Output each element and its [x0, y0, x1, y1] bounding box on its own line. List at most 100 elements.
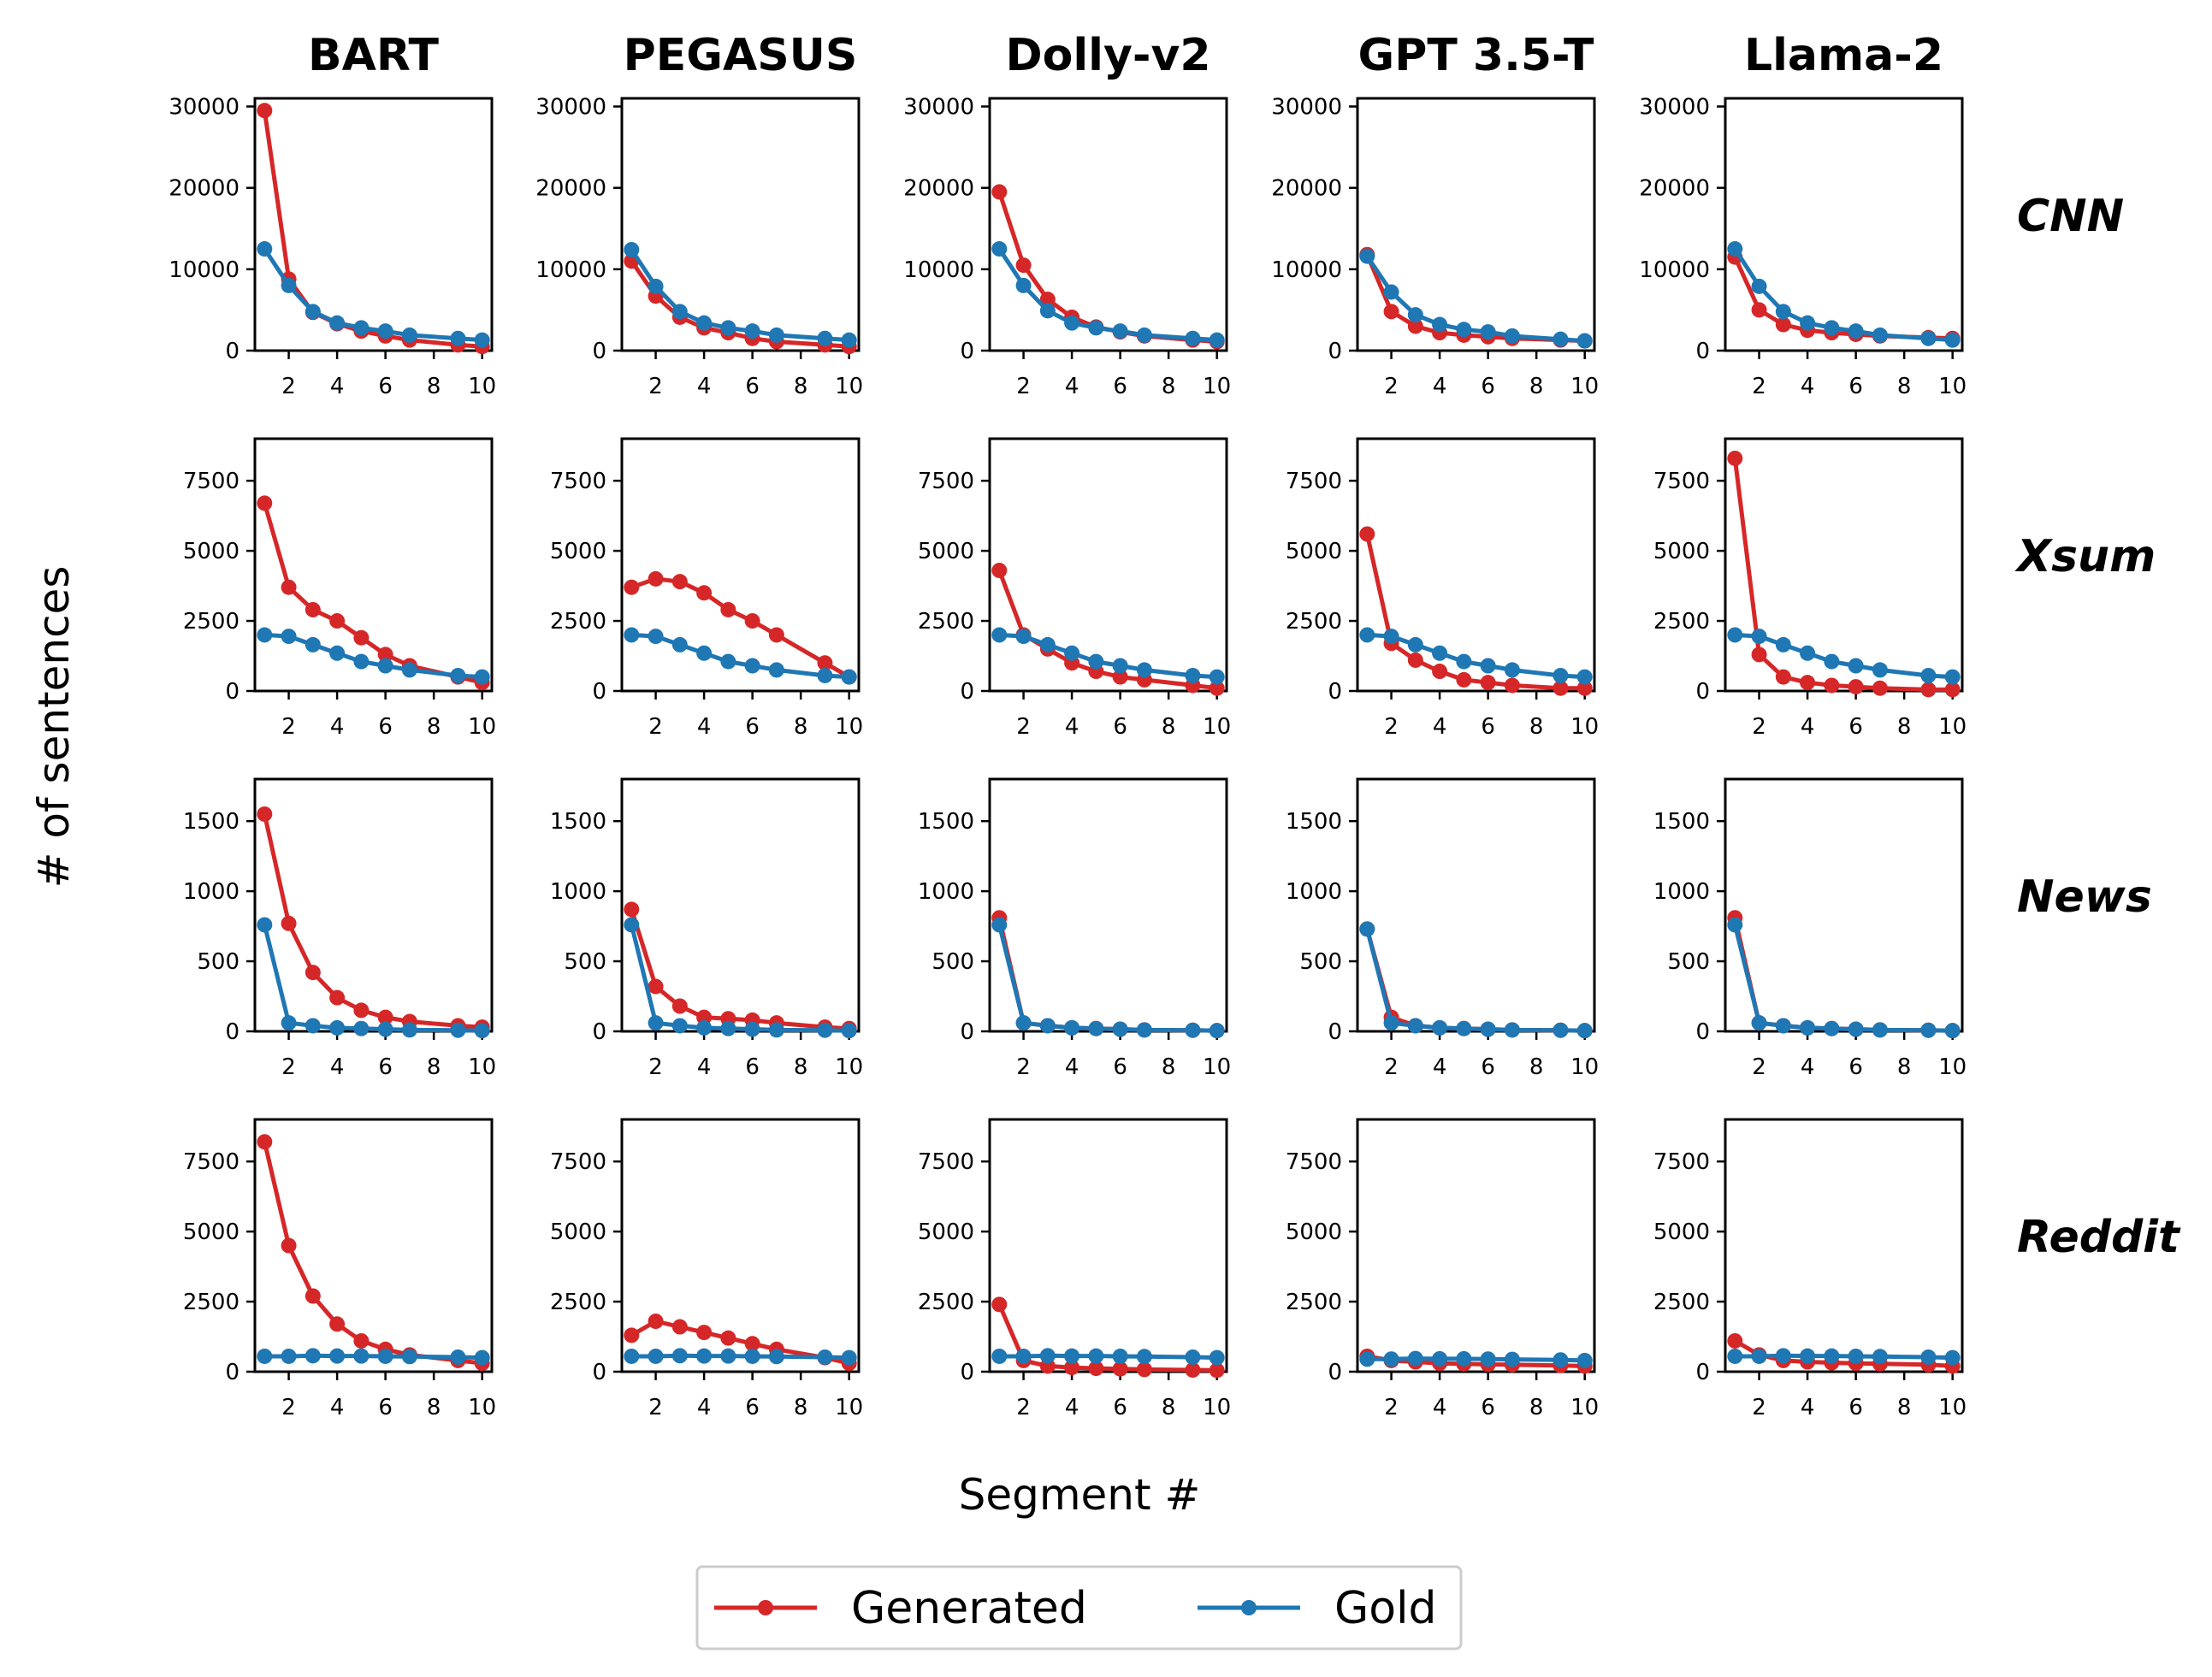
- y-tick-label: 1500: [1653, 809, 1710, 835]
- x-tick-label: 8: [1162, 1395, 1176, 1420]
- x-tick-label: 2: [1016, 374, 1031, 399]
- gold-point: [1209, 1023, 1225, 1039]
- gold-point: [768, 327, 784, 343]
- gold-point: [1064, 1348, 1080, 1364]
- x-tick-label: 6: [1113, 374, 1127, 399]
- generated-point: [329, 613, 346, 629]
- generated-point: [1824, 677, 1840, 694]
- generated-point: [1727, 1332, 1743, 1349]
- y-tick-label: 0: [225, 1360, 240, 1385]
- y-tick-label: 0: [1695, 679, 1710, 705]
- gold-point: [1553, 1022, 1569, 1038]
- x-tick-label: 6: [1481, 1054, 1495, 1080]
- gold-point: [1064, 1019, 1080, 1036]
- gold-point: [1824, 653, 1840, 670]
- y-tick-label: 20000: [903, 176, 974, 202]
- gold-point: [1359, 627, 1375, 643]
- gold-point: [1209, 1349, 1225, 1366]
- generated-point: [671, 574, 688, 590]
- gold-point: [1359, 921, 1375, 937]
- gold-point: [1576, 1023, 1593, 1039]
- gold-point: [1359, 248, 1375, 264]
- gold-point: [1185, 1022, 1201, 1038]
- gold-series-line: [264, 1353, 482, 1361]
- gold-point: [671, 304, 688, 320]
- gold-point: [1800, 315, 1816, 331]
- x-tick-label: 8: [794, 1395, 808, 1420]
- legend-gold-label: Gold: [1334, 1583, 1437, 1634]
- gold-point: [768, 662, 784, 678]
- generated-point: [624, 579, 640, 595]
- generated-point: [1800, 675, 1816, 691]
- gold-point: [1039, 303, 1056, 319]
- gold-point: [744, 1021, 760, 1037]
- x-tick-label: 2: [1384, 1054, 1399, 1080]
- x-tick-label: 10: [468, 714, 496, 740]
- y-tick-label: 0: [1328, 1019, 1342, 1045]
- gold-point: [1480, 324, 1496, 340]
- gold-point: [1136, 1022, 1152, 1038]
- gold-point: [281, 629, 297, 645]
- y-tick-label: 1000: [1286, 879, 1342, 905]
- row-title: Xsum: [2014, 531, 2156, 582]
- gold-point: [1504, 328, 1520, 344]
- gold-point: [1136, 1349, 1152, 1365]
- gold-point: [1751, 1348, 1767, 1364]
- gold-point: [720, 653, 736, 670]
- y-tick-label: 0: [592, 679, 606, 705]
- y-tick-label: 5000: [550, 539, 606, 564]
- gold-point: [1456, 653, 1472, 670]
- generated-point: [305, 965, 321, 981]
- generated-point: [1480, 675, 1496, 691]
- x-tick-label: 4: [1801, 1054, 1815, 1080]
- x-tick-label: 10: [1938, 374, 1967, 399]
- gold-point: [841, 1023, 857, 1039]
- x-tick-label: 4: [1433, 1395, 1447, 1420]
- gold-point: [1504, 662, 1520, 678]
- x-tick-label: 10: [1570, 374, 1599, 399]
- generated-point: [1848, 679, 1864, 695]
- gold-point: [720, 1020, 736, 1036]
- generated-point: [353, 1002, 370, 1019]
- gold-point: [1920, 667, 1937, 683]
- generated-point: [744, 613, 760, 629]
- gold-point: [353, 1020, 370, 1036]
- x-tick-label: 8: [1897, 714, 1912, 740]
- y-tick-label: 0: [960, 1019, 974, 1045]
- panel-frame: [1356, 777, 1596, 1033]
- gold-point: [696, 1019, 713, 1036]
- x-tick-label: 4: [1801, 714, 1815, 740]
- x-tick-label: 4: [1433, 1054, 1447, 1080]
- y-tick-label: 2500: [918, 1290, 974, 1315]
- x-tick-label: 4: [1065, 374, 1079, 399]
- column-title: Llama-2: [1744, 30, 1943, 81]
- gold-point: [648, 278, 664, 294]
- x-tick-label: 2: [1384, 1395, 1399, 1420]
- generated-point: [991, 1296, 1008, 1313]
- gold-point: [1504, 1351, 1520, 1367]
- gold-point: [1359, 1351, 1375, 1367]
- generated-point: [257, 1134, 273, 1150]
- panel: 0 10000 20000 30000 2 4 6 8 10: [535, 95, 863, 399]
- y-tick-label: 10000: [1271, 257, 1342, 283]
- generated-point: [1872, 680, 1888, 696]
- y-tick-label: 2500: [1653, 609, 1710, 635]
- x-tick-label: 8: [794, 714, 808, 740]
- gold-point: [624, 242, 640, 257]
- x-tick-label: 10: [1570, 1054, 1599, 1080]
- gold-series-line: [1735, 1353, 1953, 1361]
- gold-point: [1480, 1021, 1496, 1037]
- gold-point: [474, 332, 490, 348]
- gold-point: [1383, 629, 1399, 645]
- generated-point: [257, 806, 273, 822]
- x-tick-label: 6: [378, 1054, 393, 1080]
- x-tick-label: 2: [1016, 1395, 1031, 1420]
- gold-point: [1576, 333, 1593, 349]
- gold-point: [305, 304, 321, 320]
- gold-point: [696, 315, 713, 331]
- generated-point: [377, 1009, 393, 1025]
- y-tick-label: 0: [225, 1019, 240, 1045]
- x-tick-label: 10: [1203, 714, 1231, 740]
- gold-point: [353, 1348, 370, 1364]
- generated-point: [1576, 680, 1593, 696]
